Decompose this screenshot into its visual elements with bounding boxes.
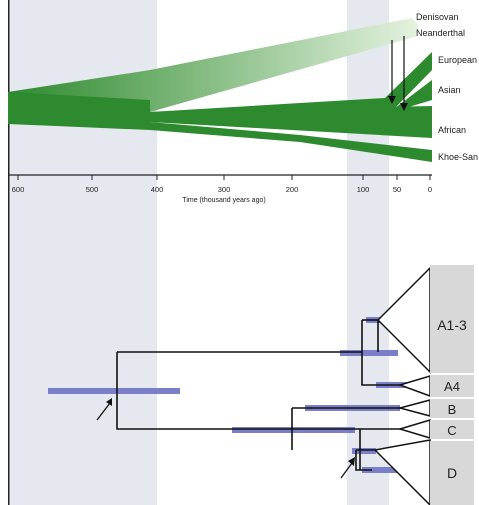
ci-bar-a-root	[340, 350, 398, 356]
phylogenetic-tree: A1-3 A4 B C D	[48, 265, 474, 505]
time-axis-ticks	[17, 175, 431, 180]
left-frame-line	[8, 0, 10, 505]
label-asian: Asian	[438, 85, 461, 95]
ci-bar-root	[48, 388, 180, 394]
ci-bar-d	[362, 467, 398, 473]
tick-label-50: 50	[393, 185, 401, 194]
time-band-right	[347, 0, 389, 505]
pointer-arrow-root-line	[96, 402, 111, 421]
tick-label-300: 300	[218, 185, 231, 194]
label-african: African	[438, 125, 466, 135]
tick-label-200: 200	[286, 185, 299, 194]
archaic-branch	[8, 18, 418, 112]
clade-triangle-c	[397, 418, 431, 440]
tree-branches	[116, 319, 430, 471]
tick-label-500: 500	[86, 185, 99, 194]
pointer-arrow-root-head	[106, 398, 112, 406]
clade-triangle-a4	[397, 374, 431, 398]
clade-box-a13	[430, 265, 474, 373]
label-european: European	[438, 55, 477, 65]
eurasian-branch	[150, 52, 432, 118]
population-flow-diagram: Denisovan Neanderthal European Asian Afr…	[8, 12, 478, 204]
introgression-arrowhead-1	[388, 96, 396, 104]
clade-triangle-b	[397, 399, 431, 417]
clade-label-a4: A4	[444, 379, 460, 394]
label-neanderthal: Neanderthal	[416, 28, 465, 38]
tick-label-0: 0	[428, 185, 432, 194]
clade-label-b: B	[448, 402, 457, 417]
clade-box-a4	[430, 375, 474, 397]
pointer-arrow-cd-head	[348, 457, 355, 466]
ci-bar-c	[352, 448, 376, 454]
introgression-arrowhead-2	[400, 103, 408, 111]
ci-bar-bcd	[232, 427, 350, 433]
main-trunk	[8, 92, 150, 130]
pointer-arrow-cd-line	[340, 462, 353, 479]
tick-label-600: 600	[12, 185, 25, 194]
clade-label-a13: A1-3	[437, 317, 467, 333]
clade-box-b	[430, 399, 474, 418]
time-axis-title: Time (thousand years ago)	[182, 197, 265, 204]
khoe-san-branch	[150, 122, 432, 162]
label-denisovan: Denisovan	[416, 12, 459, 22]
ci-bar-cd	[305, 427, 355, 433]
clade-label-c: C	[447, 423, 456, 438]
african-branch	[150, 106, 432, 138]
clade-box-d	[430, 441, 474, 505]
clade-box-c	[430, 420, 474, 439]
label-khoe-san: Khoe-San	[438, 152, 478, 162]
clade-label-d: D	[447, 465, 457, 481]
tick-label-100: 100	[357, 185, 370, 194]
tick-label-400: 400	[151, 185, 164, 194]
